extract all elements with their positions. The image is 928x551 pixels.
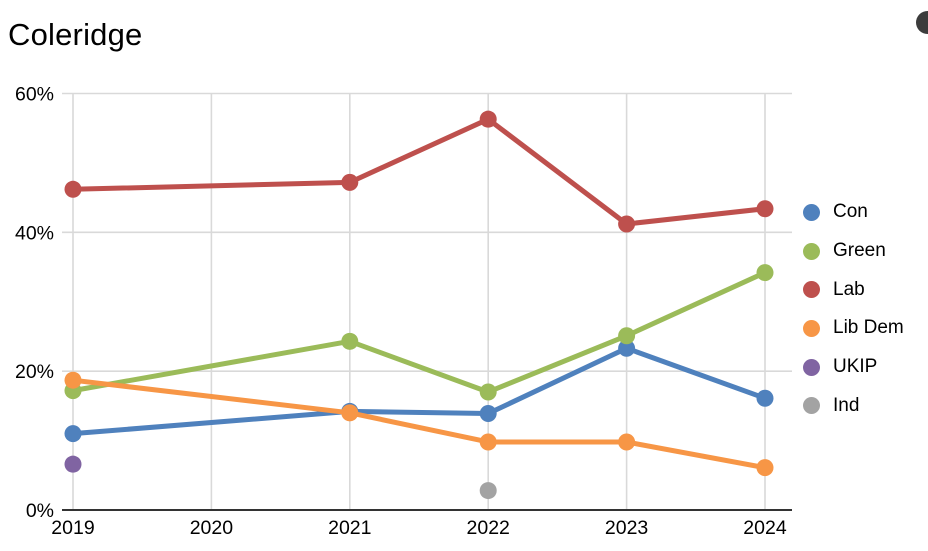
legend-dot-icon [803,319,820,337]
legend-label: Ind [833,394,860,416]
y-axis-tick-label: 40% [15,222,54,244]
x-axis-tick-label: 2020 [190,517,234,539]
legend-dot-icon [803,397,820,415]
y-axis-tick-label: 0% [26,500,54,522]
data-point-con[interactable] [756,389,774,407]
data-point-con[interactable] [64,425,82,443]
legend-item-lib-dem[interactable]: Lib Dem [803,309,904,348]
x-axis-tick-label: 2019 [51,517,94,539]
data-point-lab[interactable] [756,200,774,218]
legend-dot-icon [803,203,820,221]
legend-item-ind[interactable]: Ind [803,386,904,425]
legend-item-lab[interactable]: Lab [803,270,904,309]
chart-title: Coleridge [8,17,143,52]
data-point-lib-dem[interactable] [479,433,497,451]
data-point-green[interactable] [618,327,636,345]
data-point-green[interactable] [341,332,359,350]
data-point-green[interactable] [756,264,774,282]
chart-legend: Con Green Lab Lib Dem UKIP Ind [803,193,904,425]
legend-dot-icon [803,281,820,299]
legend-label: UKIP [833,356,878,378]
data-point-ind[interactable] [479,482,497,500]
legend-label: Green [833,240,886,262]
x-axis-tick-label: 2021 [328,517,371,539]
data-point-lab[interactable] [479,110,497,128]
y-axis-tick-label: 60% [15,84,54,106]
data-point-con[interactable] [618,339,636,357]
data-point-lib-dem[interactable] [64,371,82,389]
series-line-green [70,270,768,395]
legend-label: Lib Dem [833,317,904,339]
data-point-lib-dem[interactable] [756,459,774,477]
legend-label: Lab [833,278,865,300]
series-line-lab [70,116,768,227]
data-point-con[interactable] [479,405,497,423]
legend-item-green[interactable]: Green [803,232,904,271]
y-axis-tick-label: 20% [15,361,54,383]
data-point-lab[interactable] [64,180,82,198]
x-axis-tick-label: 2023 [605,517,648,539]
x-axis-tick-label: 2024 [743,517,787,539]
x-axis-tick-label: 2022 [467,517,510,539]
data-point-lib-dem[interactable] [618,433,636,451]
data-point-green[interactable] [479,383,497,401]
data-point-ukip[interactable] [64,455,82,473]
data-point-lab[interactable] [341,173,359,191]
legend-item-con[interactable]: Con [803,193,904,232]
legend-label: Con [833,201,868,223]
data-point-lab[interactable] [618,215,636,233]
legend-dot-icon [803,358,820,376]
legend-item-ukip[interactable]: UKIP [803,348,904,387]
corner-circle-button[interactable] [916,11,928,34]
data-point-lib-dem[interactable] [341,404,359,422]
legend-dot-icon [803,242,820,260]
